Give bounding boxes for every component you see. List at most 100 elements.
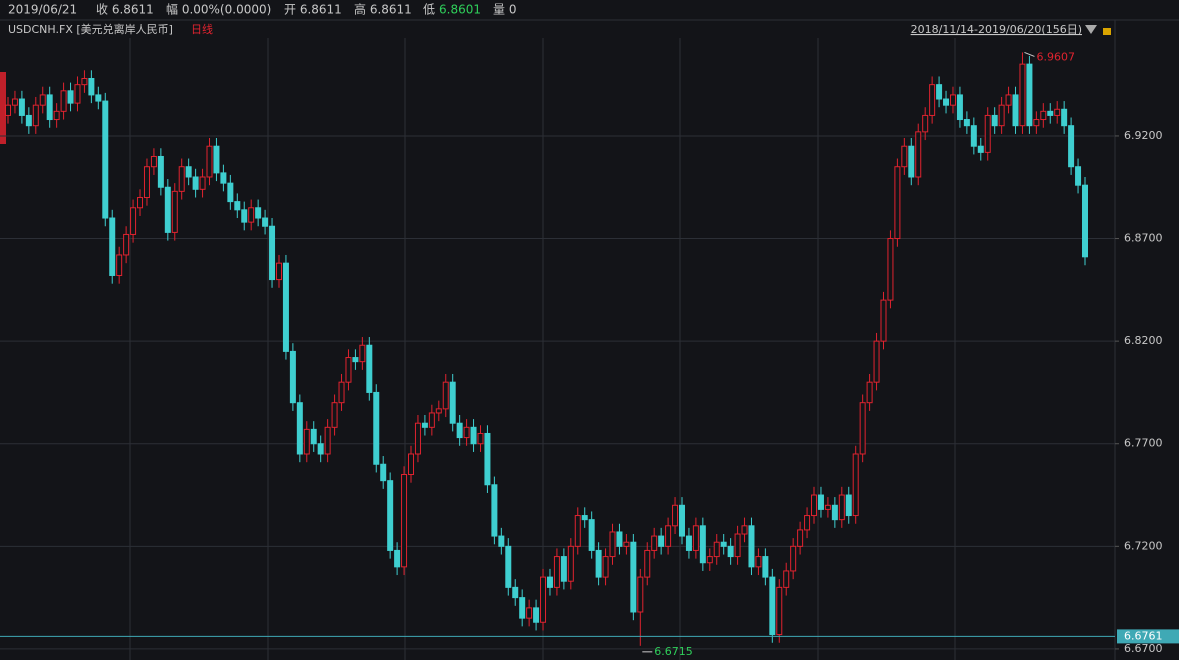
candle-body [387,480,394,551]
candle-body [137,197,144,209]
candle-body [157,155,164,188]
max-label: 6.9607 [1036,50,1075,63]
candle-body [1040,110,1047,121]
candle-body [1061,108,1068,127]
candle-body [11,98,18,106]
candle-body [748,525,755,568]
candle-body [213,145,220,174]
candle-body [804,515,811,531]
candle-body [922,114,929,133]
candle-body [873,340,880,383]
candle-body [39,94,46,106]
candle-body [991,114,998,127]
candle-body [491,484,498,537]
candle-body [53,110,60,121]
candle-body [303,428,310,455]
candle-body [234,201,241,211]
y-tick-label: 6.7700 [1124,437,1163,450]
candle-body [546,576,553,588]
candle-body [296,402,303,455]
header-open: 开 6.8611 [284,3,342,17]
candle-body [220,172,227,184]
candle-body [533,607,540,623]
y-tick-label: 6.8700 [1124,232,1163,245]
candle-body [880,299,887,342]
candle-body [894,166,901,240]
candle-body [456,422,463,439]
min-label: 6.6715 [654,645,693,658]
header-low-value: 6.8601 [439,3,481,17]
candle-body [1047,110,1054,116]
candle-body [678,504,685,537]
candle-body [1012,94,1019,127]
candle-body [414,422,421,455]
candle-body [713,541,720,558]
candle-body [317,443,324,455]
candle-body [651,535,658,551]
header-date: 2019/06/21 [8,3,77,17]
candle-body [60,90,67,112]
candle-body [428,412,435,428]
candle-body [998,104,1005,127]
candle-body [623,541,630,547]
candle-body [553,556,560,588]
candle-body [790,545,797,572]
max-pointer [1024,51,1035,57]
candle-body [887,238,894,301]
candle-body [616,531,623,547]
candle-body [421,422,428,428]
candle-body [1082,184,1088,258]
candle-body [574,515,581,547]
candle-body [526,607,533,619]
candle-body [102,100,109,219]
header-close: 收 6.8611 [96,3,154,17]
candle-body [817,494,824,510]
candle-body [199,176,206,190]
candle-body [727,545,734,558]
candle-body [275,262,282,281]
candle-body [762,556,769,578]
candle-body [25,114,32,127]
candle-body [838,494,845,521]
candle-body [1033,119,1040,127]
candle-body [401,474,408,568]
candle-body [672,504,679,527]
candle-body [248,207,255,223]
candle-body [581,515,588,521]
candle-body [741,525,748,535]
candle-body [776,586,783,636]
candle-body [88,77,95,96]
candle-body [81,77,88,86]
candle-body [720,541,727,547]
candle-body [831,504,838,521]
candle-body [859,402,866,455]
lock-icon[interactable] [1103,28,1111,35]
candle-body [95,94,102,102]
range-dropdown[interactable] [1085,25,1097,34]
candle-body [936,84,943,100]
candle-body [929,84,936,116]
candle-body [185,166,192,178]
candle-body [498,535,505,547]
date-range[interactable]: 2018/11/14-2019/06/20(156日) [911,23,1082,36]
candle-body [734,533,741,558]
y-tick-label: 6.9200 [1124,129,1163,142]
candle-body [540,576,547,623]
candle-body [150,155,157,168]
candle-body [1075,166,1082,186]
candle-body [637,576,644,613]
candle-body [811,494,818,517]
y-tick-label: 6.7200 [1124,539,1163,552]
candle-body [783,570,790,588]
candle-body [46,94,53,121]
header-change: 幅 0.00%(0.0000) [166,2,271,17]
candle-body [692,525,699,551]
candle-body [373,391,380,465]
candle-body [949,94,956,106]
candle-body [1019,63,1026,127]
candle-body [1026,63,1033,127]
candle-body [123,233,130,256]
candle-body [109,217,116,276]
candle-body [463,426,470,439]
